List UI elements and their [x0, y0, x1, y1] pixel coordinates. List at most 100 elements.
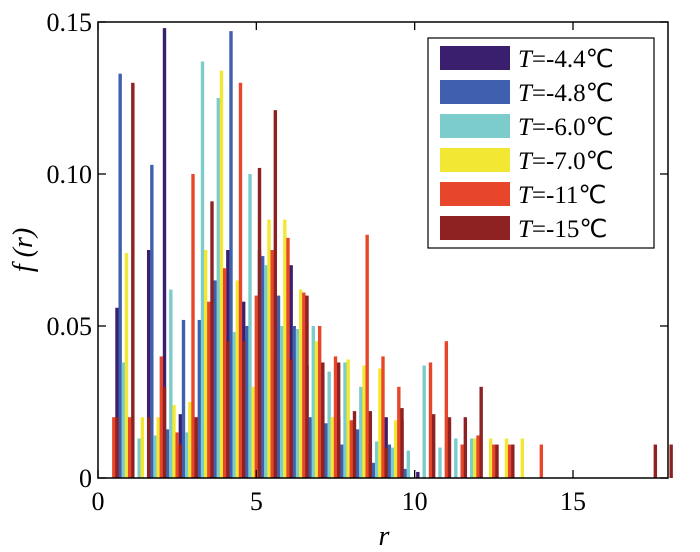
bar-series-4-4	[172, 405, 176, 478]
bar-series-6-22	[463, 417, 468, 478]
bar-series-5-24	[507, 444, 512, 478]
bar-series-5-19	[428, 362, 433, 478]
legend-entry: T=-11℃	[518, 182, 606, 209]
bar-series-3-1	[121, 362, 126, 478]
y-tick-label: 0.10	[47, 160, 93, 189]
bar-series-4-8	[235, 280, 240, 478]
x-axis-label: r	[379, 521, 390, 552]
bar-series-6-15	[336, 362, 341, 478]
bar-series-6-8	[226, 341, 230, 478]
bar-series-4-20	[488, 438, 493, 478]
bar-series-6-23	[479, 386, 483, 478]
bar-series-2-18	[403, 468, 407, 478]
bar-series-6-24	[495, 444, 499, 478]
bar-series-5-11	[286, 237, 290, 478]
legend-entry: T=-15℃	[518, 216, 607, 243]
bar-series-5-6	[207, 301, 211, 478]
legend-swatch	[440, 46, 510, 70]
bar-series-5-8	[238, 82, 243, 479]
bar-series-4-9	[251, 386, 255, 478]
bar-series-6-5	[178, 444, 183, 478]
bar-series-2-1	[118, 73, 122, 479]
bar-series-6-10	[257, 167, 262, 479]
bar-series-5-15	[349, 420, 354, 478]
bar-series-6-17	[368, 411, 373, 478]
bar-series-6-19	[400, 408, 404, 478]
bar-series-6-25	[511, 444, 515, 478]
bar-series-6-2	[131, 82, 135, 479]
bar-series-3-19	[406, 450, 411, 478]
legend-swatch	[440, 114, 510, 138]
bar-series-3-12	[295, 329, 300, 478]
legend-entry: T=-4.4℃	[518, 46, 614, 73]
bar-series-3-14	[327, 371, 331, 478]
bar-series-5-2	[127, 417, 132, 478]
bar-series-6-4	[162, 386, 167, 478]
legend-swatch	[440, 148, 510, 172]
bar-series-3-9	[248, 174, 252, 478]
bar-series-2-9	[260, 256, 265, 478]
bar-series-2-6	[213, 280, 217, 478]
bar-series-4-11	[283, 219, 287, 478]
legend-entry: T=-6.0℃	[518, 114, 614, 141]
bar-series-3-17	[374, 441, 379, 478]
bar-series-5-14	[333, 356, 338, 478]
bar-series-2-5	[197, 319, 202, 478]
bar-series-3-3	[153, 435, 157, 478]
bar-series-6-14	[321, 362, 325, 478]
bar-series-1-1	[115, 307, 119, 478]
bar-series-5-20	[444, 341, 449, 478]
bar-series-3-4	[169, 289, 173, 478]
bar-series-3-11	[279, 326, 284, 478]
plot-frame	[97, 21, 669, 479]
bar-series-6-11	[273, 110, 278, 478]
bar-series-5-13	[317, 326, 322, 478]
bar-series-4-10	[267, 219, 271, 478]
bar-series-6-12	[289, 359, 293, 478]
y-axis-label: f (r)	[8, 228, 39, 272]
bar-series-5-23	[492, 444, 496, 478]
bar-series-2-11	[292, 326, 297, 478]
bar-series-5-3	[159, 356, 164, 478]
y-tick-label: 0	[79, 464, 92, 493]
bar-series-4-13	[314, 341, 319, 478]
ticks-layer: 0 5 10 15 0 0.05 0.10 0.15	[47, 8, 668, 516]
bar-series-1-3	[162, 28, 167, 479]
bar-series-4-2	[140, 417, 145, 478]
bar-series-2-12	[308, 417, 312, 478]
x-tick-label: 5	[250, 487, 263, 516]
x-tick-label: 10	[402, 487, 428, 516]
bar-series-3-8	[232, 332, 236, 478]
bar-series-2-7	[229, 31, 233, 479]
legend-entry: T=-4.8℃	[518, 80, 614, 107]
bar-series-2-10	[276, 295, 281, 478]
bar-series-4-3	[156, 417, 160, 478]
bar-series-2-13	[324, 423, 328, 478]
bar-series-6-18	[384, 447, 388, 478]
bar-series-3-13	[311, 326, 316, 478]
bar-series-2-8	[245, 326, 249, 478]
legend-entry: T=-7.0℃	[518, 148, 614, 175]
bar-series-3-23	[469, 438, 474, 478]
bar-series-3-7	[216, 98, 221, 478]
bar-series-3-16	[359, 386, 363, 478]
bar-series-6-13	[305, 295, 309, 478]
bar-series-5-25	[539, 444, 544, 478]
bar-series-5-16	[365, 234, 369, 478]
bar-series-3-2	[137, 438, 141, 478]
bar-series-4-22	[520, 438, 525, 478]
bar-series-5-4	[175, 432, 179, 478]
bar-series-2-16	[371, 462, 376, 478]
bar-series-3-21	[438, 447, 442, 478]
bar-series-3-6	[200, 61, 205, 479]
bar-series-5-5	[191, 174, 195, 478]
bar-series-6-26	[653, 444, 658, 478]
bar-series-4-6	[203, 250, 208, 478]
bar-series-4-14	[330, 417, 335, 478]
bar-series-2-2	[150, 164, 154, 478]
bar-series-4-12	[298, 289, 303, 478]
bar-series-6-20	[431, 414, 436, 478]
bar-series-6-16	[352, 411, 357, 478]
bar-series-6-1	[115, 417, 119, 478]
